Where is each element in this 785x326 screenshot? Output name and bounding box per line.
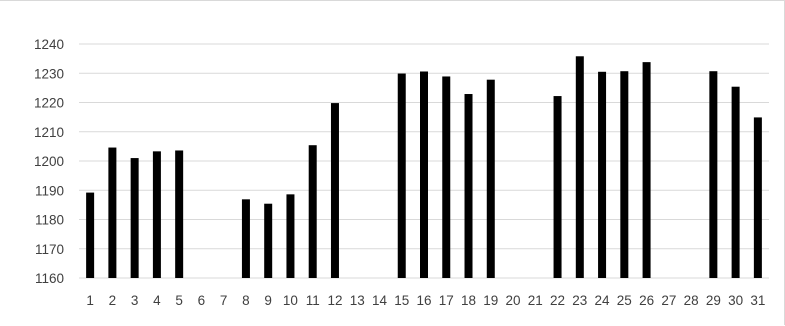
x-tick-label-25: 25: [617, 293, 632, 308]
y-tick-label-1230: 1230: [34, 66, 64, 81]
bar-12: [330, 103, 339, 279]
y-tick-label-1240: 1240: [34, 37, 64, 52]
x-tick-label-18: 18: [461, 293, 476, 308]
x-tick-label-9: 9: [264, 293, 272, 308]
bar-15: [397, 73, 406, 278]
bar-2: [108, 147, 117, 278]
y-axis-tick-labels: 1160 1170 1180 1190 1200 1210 1220 1230 1240: [34, 37, 64, 286]
bar-25: [620, 71, 629, 278]
bar-9: [264, 203, 273, 278]
x-tick-label-22: 22: [550, 293, 565, 308]
y-tick-label-1220: 1220: [34, 96, 64, 111]
bar-1: [86, 192, 95, 278]
bars: [86, 56, 762, 279]
y-tick-label-1170: 1170: [35, 242, 64, 257]
x-tick-label-10: 10: [283, 293, 298, 308]
x-tick-label-21: 21: [528, 293, 543, 308]
x-tick-label-14: 14: [372, 293, 388, 308]
x-tick-label-24: 24: [595, 293, 611, 308]
bar-26: [642, 62, 651, 279]
y-tick-label-1190: 1190: [35, 183, 64, 198]
x-tick-label-8: 8: [242, 293, 250, 308]
bar-19: [486, 79, 495, 278]
bar-17: [442, 76, 451, 278]
bar-24: [598, 71, 607, 278]
bar-16: [420, 71, 428, 279]
y-tick-label-1180: 1180: [35, 213, 64, 228]
x-tick-label-13: 13: [350, 293, 365, 308]
x-tick-label-15: 15: [394, 293, 409, 308]
x-tick-label-16: 16: [416, 293, 431, 308]
x-tick-label-27: 27: [661, 293, 676, 308]
bar-23: [575, 56, 584, 278]
y-tick-label-1160: 1160: [35, 271, 64, 286]
x-tick-label-3: 3: [131, 293, 139, 308]
x-tick-label-31: 31: [750, 293, 765, 308]
x-tick-label-26: 26: [639, 293, 654, 308]
bar-18: [464, 94, 473, 278]
x-tick-label-30: 30: [728, 293, 743, 308]
x-tick-label-6: 6: [198, 293, 206, 308]
x-tick-label-28: 28: [684, 293, 699, 308]
bar-29: [709, 71, 718, 278]
x-tick-label-17: 17: [439, 293, 454, 308]
x-tick-label-2: 2: [109, 293, 117, 308]
x-tick-label-7: 7: [220, 293, 228, 308]
x-tick-label-23: 23: [572, 293, 587, 308]
bar-10: [286, 194, 295, 278]
x-tick-label-29: 29: [706, 293, 721, 308]
bar-31: [753, 117, 762, 278]
x-tick-label-11: 11: [306, 293, 320, 308]
x-tick-label-19: 19: [483, 293, 498, 308]
y-tick-label-1210: 1210: [34, 125, 64, 140]
x-tick-label-5: 5: [175, 293, 183, 308]
bar-3: [130, 158, 139, 278]
bar-22: [553, 96, 562, 278]
x-tick-label-4: 4: [153, 293, 161, 308]
bar-5: [175, 150, 184, 278]
bar-11: [308, 145, 317, 278]
y-tick-label-1200: 1200: [34, 154, 64, 169]
x-tick-label-12: 12: [327, 293, 342, 308]
bar-30: [731, 86, 740, 278]
x-tick-label-1: 1: [86, 293, 94, 308]
bar-4: [152, 151, 161, 278]
bar-8: [241, 199, 250, 278]
x-tick-label-20: 20: [506, 293, 521, 308]
x-axis-tick-labels: 1 2 3 4 5 6 7 8 9 10 11 12 13 14 15 16 17 18 19 20 21 22 23 24 2…: [86, 293, 765, 308]
